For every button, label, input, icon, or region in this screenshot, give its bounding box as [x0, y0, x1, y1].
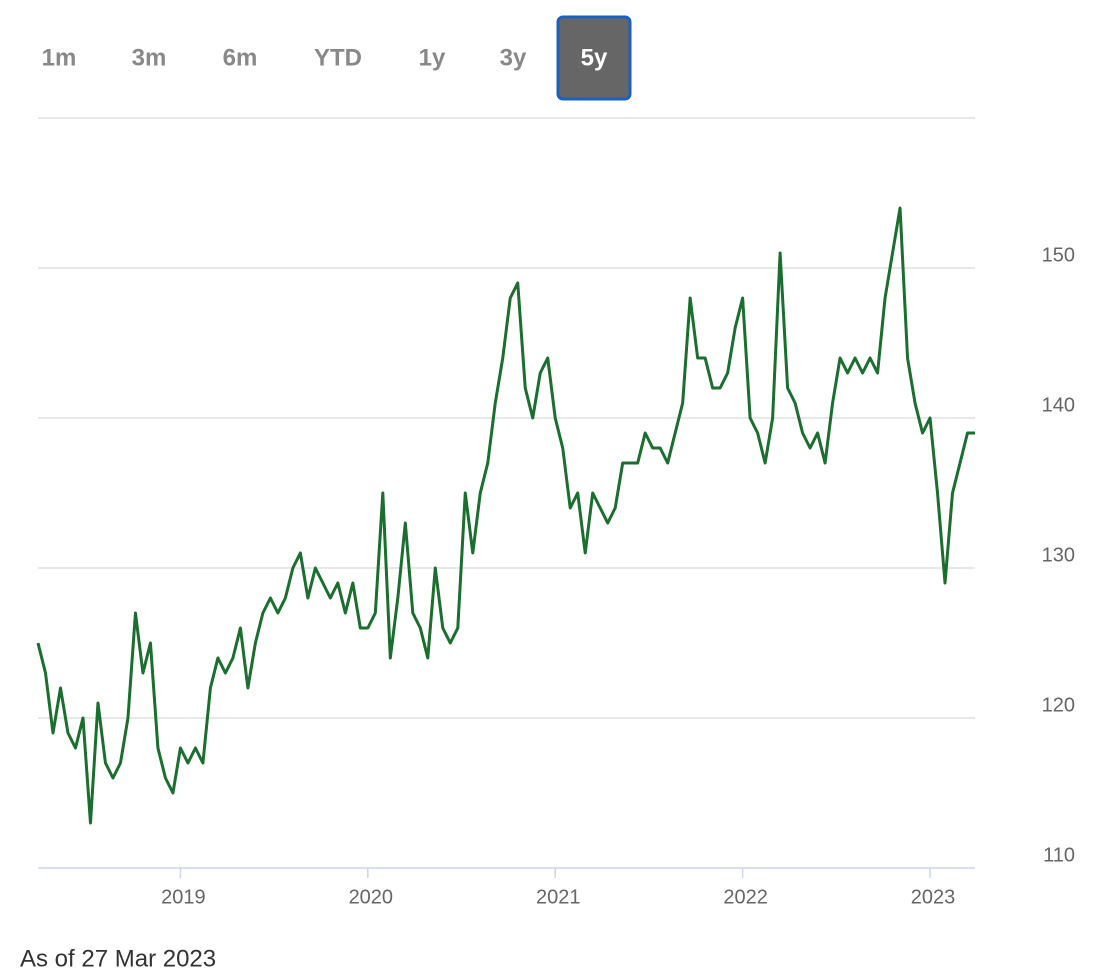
x-tick-label: 2023: [911, 886, 956, 908]
range-button[interactable]: 3y: [500, 44, 527, 71]
x-tick-label: 2021: [536, 886, 581, 908]
y-tick-label: 110: [1043, 844, 1075, 866]
price-line: [36, 206, 975, 825]
y-tick-label: 140: [1042, 394, 1075, 416]
range-button[interactable]: 6m: [223, 44, 258, 71]
x-tick-label: 2022: [723, 886, 768, 908]
x-tick-label: 2020: [349, 886, 394, 908]
selected-range-button[interactable]: [556, 15, 632, 101]
range-button[interactable]: YTD: [314, 44, 362, 71]
y-tick-label: 130: [1042, 544, 1075, 566]
range-button[interactable]: 5y: [581, 44, 608, 71]
y-tick-label: 120: [1042, 694, 1075, 716]
range-button[interactable]: 1m: [42, 44, 77, 71]
y-tick-label: 150: [1042, 244, 1075, 266]
range-button[interactable]: 3m: [132, 44, 167, 71]
as-of-note: As of 27 Mar 2023: [20, 945, 216, 972]
range-button[interactable]: 1y: [419, 44, 446, 71]
x-tick-label: 2019: [161, 886, 206, 908]
